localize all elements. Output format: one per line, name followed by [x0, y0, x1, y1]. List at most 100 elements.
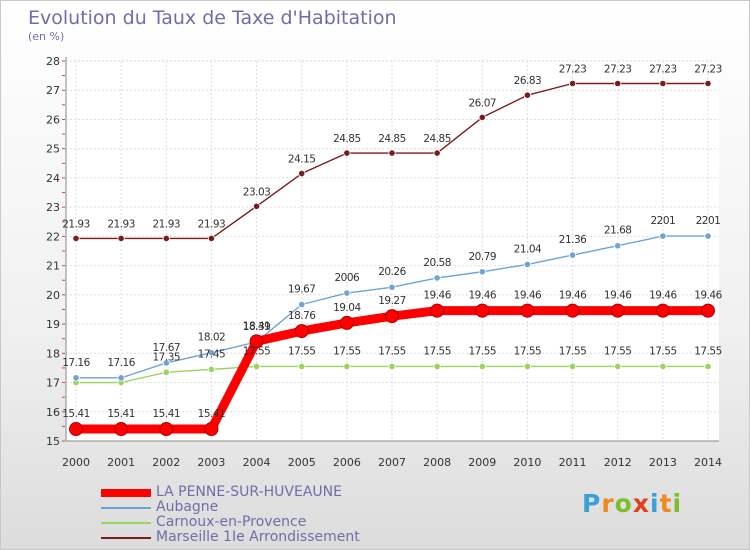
logo-letter: i	[650, 489, 660, 518]
data-label: 19.46	[649, 290, 677, 302]
data-label: 15.41	[198, 408, 226, 420]
y-tick-label: 27	[46, 84, 60, 97]
data-point	[659, 79, 667, 88]
data-label: 27.23	[604, 64, 632, 76]
data-label: 23.03	[243, 186, 271, 198]
data-point	[117, 234, 125, 243]
data-label: 17.45	[198, 348, 226, 360]
data-point	[659, 232, 667, 240]
data-label: 19.46	[514, 290, 542, 302]
data-label: 19.27	[378, 295, 406, 307]
data-point	[433, 149, 441, 157]
y-tick-label: 23	[46, 201, 60, 214]
x-tick-label: 2010	[513, 456, 541, 469]
data-point	[162, 368, 170, 376]
y-tick-label: 20	[46, 289, 60, 302]
logo-letter: o	[614, 489, 633, 518]
x-tick-label: 2007	[378, 456, 406, 469]
data-label: 19.04	[333, 302, 361, 314]
data-point	[430, 303, 445, 318]
data-label: 17.16	[107, 357, 135, 369]
data-point	[298, 300, 306, 309]
x-tick-label: 2013	[649, 456, 677, 469]
data-point	[69, 422, 83, 437]
legend-label-la-penne: LA PENNE-SUR-HUVEAUNE	[156, 484, 342, 500]
data-label: 15.41	[62, 408, 90, 420]
data-point	[252, 202, 261, 210]
data-label: 2006	[334, 272, 360, 284]
data-label: 19.46	[694, 290, 722, 302]
data-label: 17.16	[62, 357, 90, 369]
data-point	[162, 234, 170, 243]
x-tick-label: 2002	[152, 456, 180, 469]
data-point	[252, 362, 261, 371]
data-point	[478, 362, 486, 371]
data-point	[72, 374, 80, 382]
data-point	[388, 283, 396, 291]
logo-letter: t	[659, 489, 673, 518]
x-tick-label: 2005	[288, 456, 316, 469]
data-point	[475, 303, 490, 318]
legend-swatch-carnoux	[101, 522, 151, 524]
x-tick-label: 2008	[423, 456, 451, 469]
data-point	[117, 374, 125, 382]
proxiti-logo: Proxiti	[582, 489, 682, 518]
data-point	[478, 113, 486, 122]
data-label: 24.85	[423, 133, 451, 145]
data-label: 17.55	[243, 345, 271, 357]
data-label: 21.93	[198, 218, 226, 230]
logo-letter: i	[672, 489, 683, 518]
data-label: 17.55	[378, 345, 406, 357]
data-label: 21.36	[559, 234, 587, 246]
x-tick-label: 2001	[107, 456, 135, 469]
x-tick-label: 2009	[468, 456, 496, 469]
x-tick-label: 2011	[559, 456, 587, 469]
legend-label-carnoux: Carnoux-en-Provence	[156, 514, 307, 530]
y-tick-label: 15	[46, 435, 60, 448]
y-tick-label: 24	[46, 172, 60, 185]
legend-label-aubagne: Aubagne	[156, 499, 219, 515]
logo-letter: P	[582, 489, 602, 518]
data-point	[523, 91, 532, 99]
data-point	[659, 362, 667, 371]
legend-swatch-aubagne	[101, 507, 151, 509]
data-label: 15.41	[107, 408, 135, 420]
data-label: 20.26	[378, 266, 406, 278]
data-label: 21.04	[514, 243, 542, 255]
data-label: 17.35	[153, 351, 181, 363]
data-label: 18.76	[288, 310, 316, 322]
data-point	[343, 149, 351, 157]
legend-label-marseille: Marseille 1Ie Arrondissement	[156, 529, 360, 545]
y-tick-label: 17	[46, 377, 60, 390]
data-label: 27.23	[694, 64, 722, 76]
y-tick-label: 18	[46, 347, 60, 360]
y-tick-label: 22	[46, 230, 60, 243]
data-label: 19.46	[423, 290, 451, 302]
data-label: 27.23	[649, 64, 677, 76]
y-tick-label: 26	[46, 113, 60, 126]
data-label: 24.85	[333, 133, 361, 145]
x-tick-label: 2014	[694, 456, 722, 469]
data-label: 17.55	[288, 345, 316, 357]
data-point	[294, 324, 309, 339]
data-point	[568, 79, 577, 88]
data-point	[72, 234, 80, 243]
y-tick-label: 25	[46, 143, 60, 156]
logo-letter: x	[632, 489, 650, 518]
data-label: 26.07	[469, 97, 497, 109]
x-tick-label: 2000	[62, 456, 90, 469]
data-point	[614, 362, 622, 371]
data-label: 18.02	[198, 332, 226, 344]
data-label: 17.55	[423, 345, 451, 357]
data-label: 17.55	[514, 345, 542, 357]
data-point	[298, 169, 306, 178]
data-label: 21.93	[153, 218, 181, 230]
x-tick-label: 2006	[333, 456, 361, 469]
data-label: 26.83	[514, 75, 542, 87]
chart-unit-label: (en %)	[28, 30, 65, 43]
data-label: 19.46	[469, 290, 497, 302]
data-point	[523, 362, 532, 371]
data-label: 2201	[650, 215, 675, 227]
